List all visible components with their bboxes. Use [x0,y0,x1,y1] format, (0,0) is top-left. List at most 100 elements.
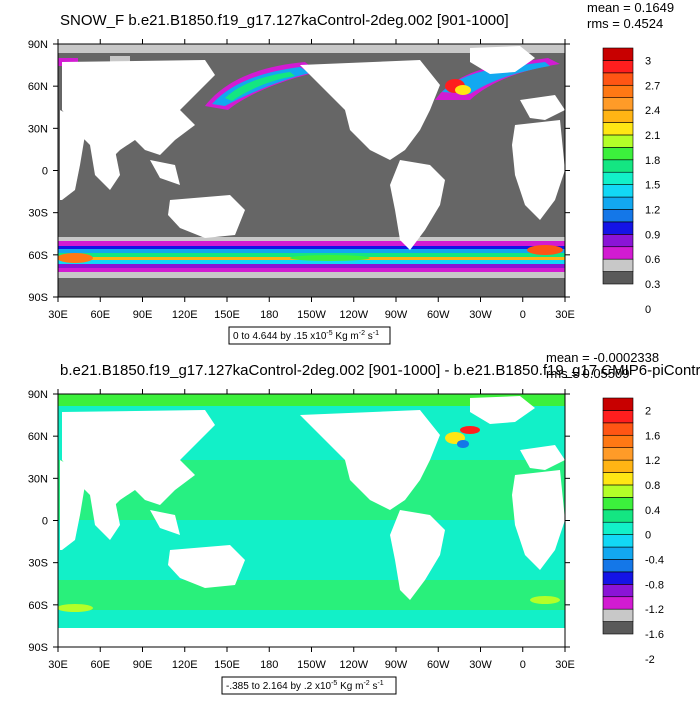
bottom-colorbar-label: 2 [645,405,651,417]
bottom-colorbar-swatch [602,571,634,585]
top-y-tick-label: 0 [42,166,48,178]
top-y-ticks: 90N 60N 30N 0 30S 60S 90S [28,39,570,304]
bottom-x-tick-label: 90E [133,659,153,671]
top-colorbar-swatch [602,258,634,272]
top-rms: rms = 0.4524 [587,16,663,31]
top-y-tick-label: 60S [28,250,48,262]
bottom-x-tick-label: 90W [385,659,408,671]
svg-text:-.385 to 2.164 by .2 x10-5 Kg: -.385 to 2.164 by .2 x10-5 Kg m-2 s-1 [226,680,384,692]
top-colorbar-label: 0 [645,304,651,316]
bottom-colorbar-swatch [602,509,634,523]
top-colorbar-label: 1.2 [645,204,660,216]
bottom-y-tick-label: 90S [28,642,48,654]
bottom-colorbar-swatch [602,484,634,498]
top-x-tick-label: 120W [339,309,368,321]
top-x-tick-label: 150W [297,309,326,321]
top-y-tick-label: 30S [28,208,48,220]
top-colorbar-label: 1.8 [645,155,660,167]
bottom-colorbar-swatch [602,534,634,548]
top-colorbar-swatch [602,171,634,185]
top-colorbar-swatch [602,97,634,111]
top-southern-band [58,237,565,241]
top-colorbar-swatch [602,184,634,198]
bottom-y-tick-label: 60N [28,431,48,443]
top-x-tick-label: 180 [260,309,278,321]
top-panel: SNOW_F b.e21.B1850.f19_g17.127kaControl-… [28,0,674,345]
bottom-y-tick-label: 30N [28,473,48,485]
top-mean: mean = 0.1649 [587,0,674,15]
top-colorbar-swatch [602,234,634,248]
top-colorbar-swatch [602,209,634,223]
top-colorbar-label: 1.5 [645,180,660,192]
bottom-colorbar-swatch [602,434,634,448]
top-colorbar-label: 0.3 [645,279,660,291]
top-colorbar-swatch [602,122,634,136]
bottom-map [58,394,565,647]
bottom-colorbar: 2 1.6 1.2 0.8 0.4 0 -0.4 -0.8 -1.2 -1.6 -2 [602,397,664,666]
bottom-colorbar-swatch [602,596,634,610]
top-colorbar-swatch [602,196,634,210]
top-colorbar-swatch [602,246,634,260]
bottom-colorbar-label: 0.4 [645,505,660,517]
bottom-rms: rms = 0.05509 [546,366,629,381]
top-colorbar-swatch [602,134,634,148]
bottom-y-tick-label: 60S [28,600,48,612]
bottom-x-tick-label: 180 [260,659,278,671]
bottom-colorbar-swatch [602,497,634,511]
top-y-tick-label: 90S [28,292,48,304]
top-x-tick-label: 120E [172,309,198,321]
top-colorbar-swatch [602,109,634,123]
top-colorbar-swatch [602,84,634,98]
top-colorbar-swatch [602,271,634,285]
bottom-y-ticks: 90N 60N 30N 0 30S 60S 90S [28,389,570,654]
bottom-colorbar-label: -0.4 [645,554,664,566]
top-colorbar-swatch [602,147,634,161]
top-land [60,46,565,250]
top-map [58,44,565,297]
bottom-colorbar-swatch [602,447,634,461]
top-colorbar-swatch [602,72,634,86]
bottom-colorbar-label: 1.2 [645,455,660,467]
bottom-colorbar-label: -1.2 [645,604,664,616]
bottom-colorbar-swatch [602,546,634,560]
bottom-colorbar-label: -0.8 [645,579,664,591]
top-title: SNOW_F b.e21.B1850.f19_g17.127kaControl-… [60,12,509,29]
bottom-x-tick-label: 60E [90,659,110,671]
top-colorbar-label: 0.6 [645,254,660,266]
top-x-tick-label: 30E [48,309,68,321]
bottom-x-tick-label: 60W [427,659,450,671]
top-colorbar-label: 2.1 [645,130,660,142]
bottom-x-tick-label: 30W [469,659,492,671]
bottom-colorbar-swatch [602,559,634,573]
top-x-tick-label: 0 [520,309,526,321]
bottom-colorbar-label: -2 [645,654,655,666]
top-x-tick-label: 150E [214,309,240,321]
bottom-colorbar-swatch [602,584,634,598]
top-colorbar-label: 2.7 [645,80,660,92]
bottom-x-tick-label: 30E [555,659,575,671]
bottom-mean: mean = -0.0002338 [546,350,659,365]
top-y-tick-label: 30N [28,123,48,135]
bottom-colorbar-swatch [602,472,634,486]
top-colorbar-swatch [602,221,634,235]
bottom-y-tick-label: 90N [28,389,48,401]
top-x-tick-label: 60W [427,309,450,321]
bottom-x-ticks: 30E 60E 90E 120E 150E 180 150W 120W 90W 60W 30W 0 30… [48,389,575,671]
bottom-colorbar-label: -1.6 [645,629,664,641]
bottom-colorbar-swatch [602,621,634,635]
svg-text:0 to 4.644 by .15 x10-5 Kg m-2: 0 to 4.644 by .15 x10-5 Kg m-2 s-1 [233,330,379,342]
bottom-colorbar-label: 1.6 [645,430,660,442]
top-x-tick-label: 60E [90,309,110,321]
top-x-tick-label: 30E [555,309,575,321]
bottom-title: b.e21.B1850.f19_g17.127kaControl-2deg.00… [60,362,700,379]
top-colorbar-label: 0.9 [645,229,660,241]
top-x-tick-label: 30W [469,309,492,321]
bottom-x-tick-label: 120E [172,659,198,671]
top-x-tick-label: 90W [385,309,408,321]
top-x-ticks: 30E 60E 90E 120E 150E 180 150W 120W 90W 60W 30W 0 30… [48,39,575,321]
top-colorbar-label: 3 [645,55,651,67]
bottom-colorbar-label: 0 [645,530,651,542]
bottom-y-tick-label: 0 [42,516,48,528]
bottom-colorbar-swatch [602,422,634,436]
